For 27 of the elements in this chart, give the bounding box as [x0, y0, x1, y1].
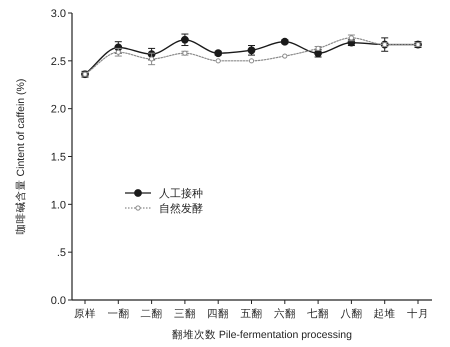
y-axis-title: 咖啡碱含量 Cintent of caffein (%) — [14, 78, 27, 234]
y-tick-label: 0.0 — [50, 295, 66, 307]
x-tick-label: 原样 — [74, 308, 96, 320]
x-tick-label: 五翻 — [240, 307, 262, 320]
point — [181, 36, 189, 44]
point — [282, 53, 288, 59]
x-axis-title: 翻堆次数 Pile-fermentation processing — [172, 328, 352, 341]
x-tick-label: 七翻 — [307, 307, 330, 320]
point — [149, 56, 154, 62]
x-tick-label: 四翻 — [207, 307, 230, 320]
y-tick-label: 3.0 — [50, 8, 66, 20]
y-tick-label: 1.5 — [50, 152, 66, 164]
legend-label: 自然发酵 — [159, 203, 203, 215]
x-tick-label: 二翻 — [140, 307, 163, 320]
point — [216, 58, 221, 64]
x-tick-label: 起堆 — [374, 308, 396, 320]
x-tick-label: 十月 — [407, 307, 429, 320]
y-tick-label: 2.0 — [50, 104, 66, 116]
x-tick-label: 一翻 — [107, 307, 130, 320]
x-tick-label: 三翻 — [174, 307, 196, 320]
y-tick-label: 2.5 — [50, 56, 66, 68]
legend-label: 人工接种 — [159, 187, 203, 200]
y-tick-label: .5 — [56, 247, 66, 260]
x-tick-label: 八翻 — [340, 307, 362, 320]
y-tick-label: 1.0 — [50, 199, 66, 212]
point — [248, 58, 254, 64]
x-tick-label: 六翻 — [274, 307, 296, 320]
